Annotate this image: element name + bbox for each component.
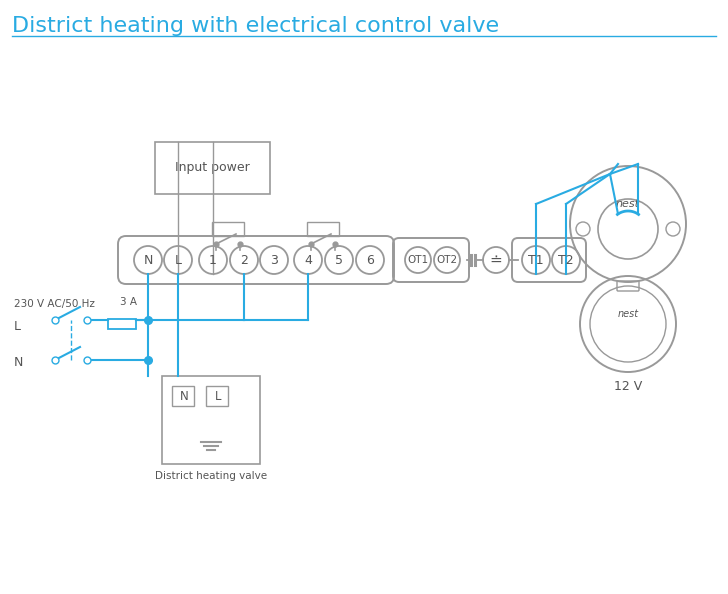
Text: N: N — [180, 390, 189, 403]
Text: District heating with electrical control valve: District heating with electrical control… — [12, 16, 499, 36]
Text: 3 A: 3 A — [119, 297, 137, 307]
Text: 1: 1 — [209, 254, 217, 267]
Text: 230 V AC/50 Hz: 230 V AC/50 Hz — [14, 299, 95, 309]
Text: 6: 6 — [366, 254, 374, 267]
Text: nest: nest — [617, 309, 638, 319]
Text: T1: T1 — [529, 254, 544, 267]
Text: 4: 4 — [304, 254, 312, 267]
Text: ≐: ≐ — [490, 252, 502, 267]
Text: T2: T2 — [558, 254, 574, 267]
Text: 3: 3 — [270, 254, 278, 267]
Text: 12 V: 12 V — [614, 380, 642, 393]
Text: District heating valve: District heating valve — [155, 471, 267, 481]
Text: Input power: Input power — [175, 162, 250, 175]
Text: L: L — [175, 254, 181, 267]
Text: 2: 2 — [240, 254, 248, 267]
Text: nest: nest — [616, 199, 640, 209]
Text: L: L — [215, 390, 221, 403]
Text: N: N — [14, 355, 23, 368]
Text: L: L — [14, 320, 21, 333]
Text: OT2: OT2 — [437, 255, 458, 265]
Text: N: N — [143, 254, 153, 267]
Text: 5: 5 — [335, 254, 343, 267]
Text: OT1: OT1 — [408, 255, 429, 265]
